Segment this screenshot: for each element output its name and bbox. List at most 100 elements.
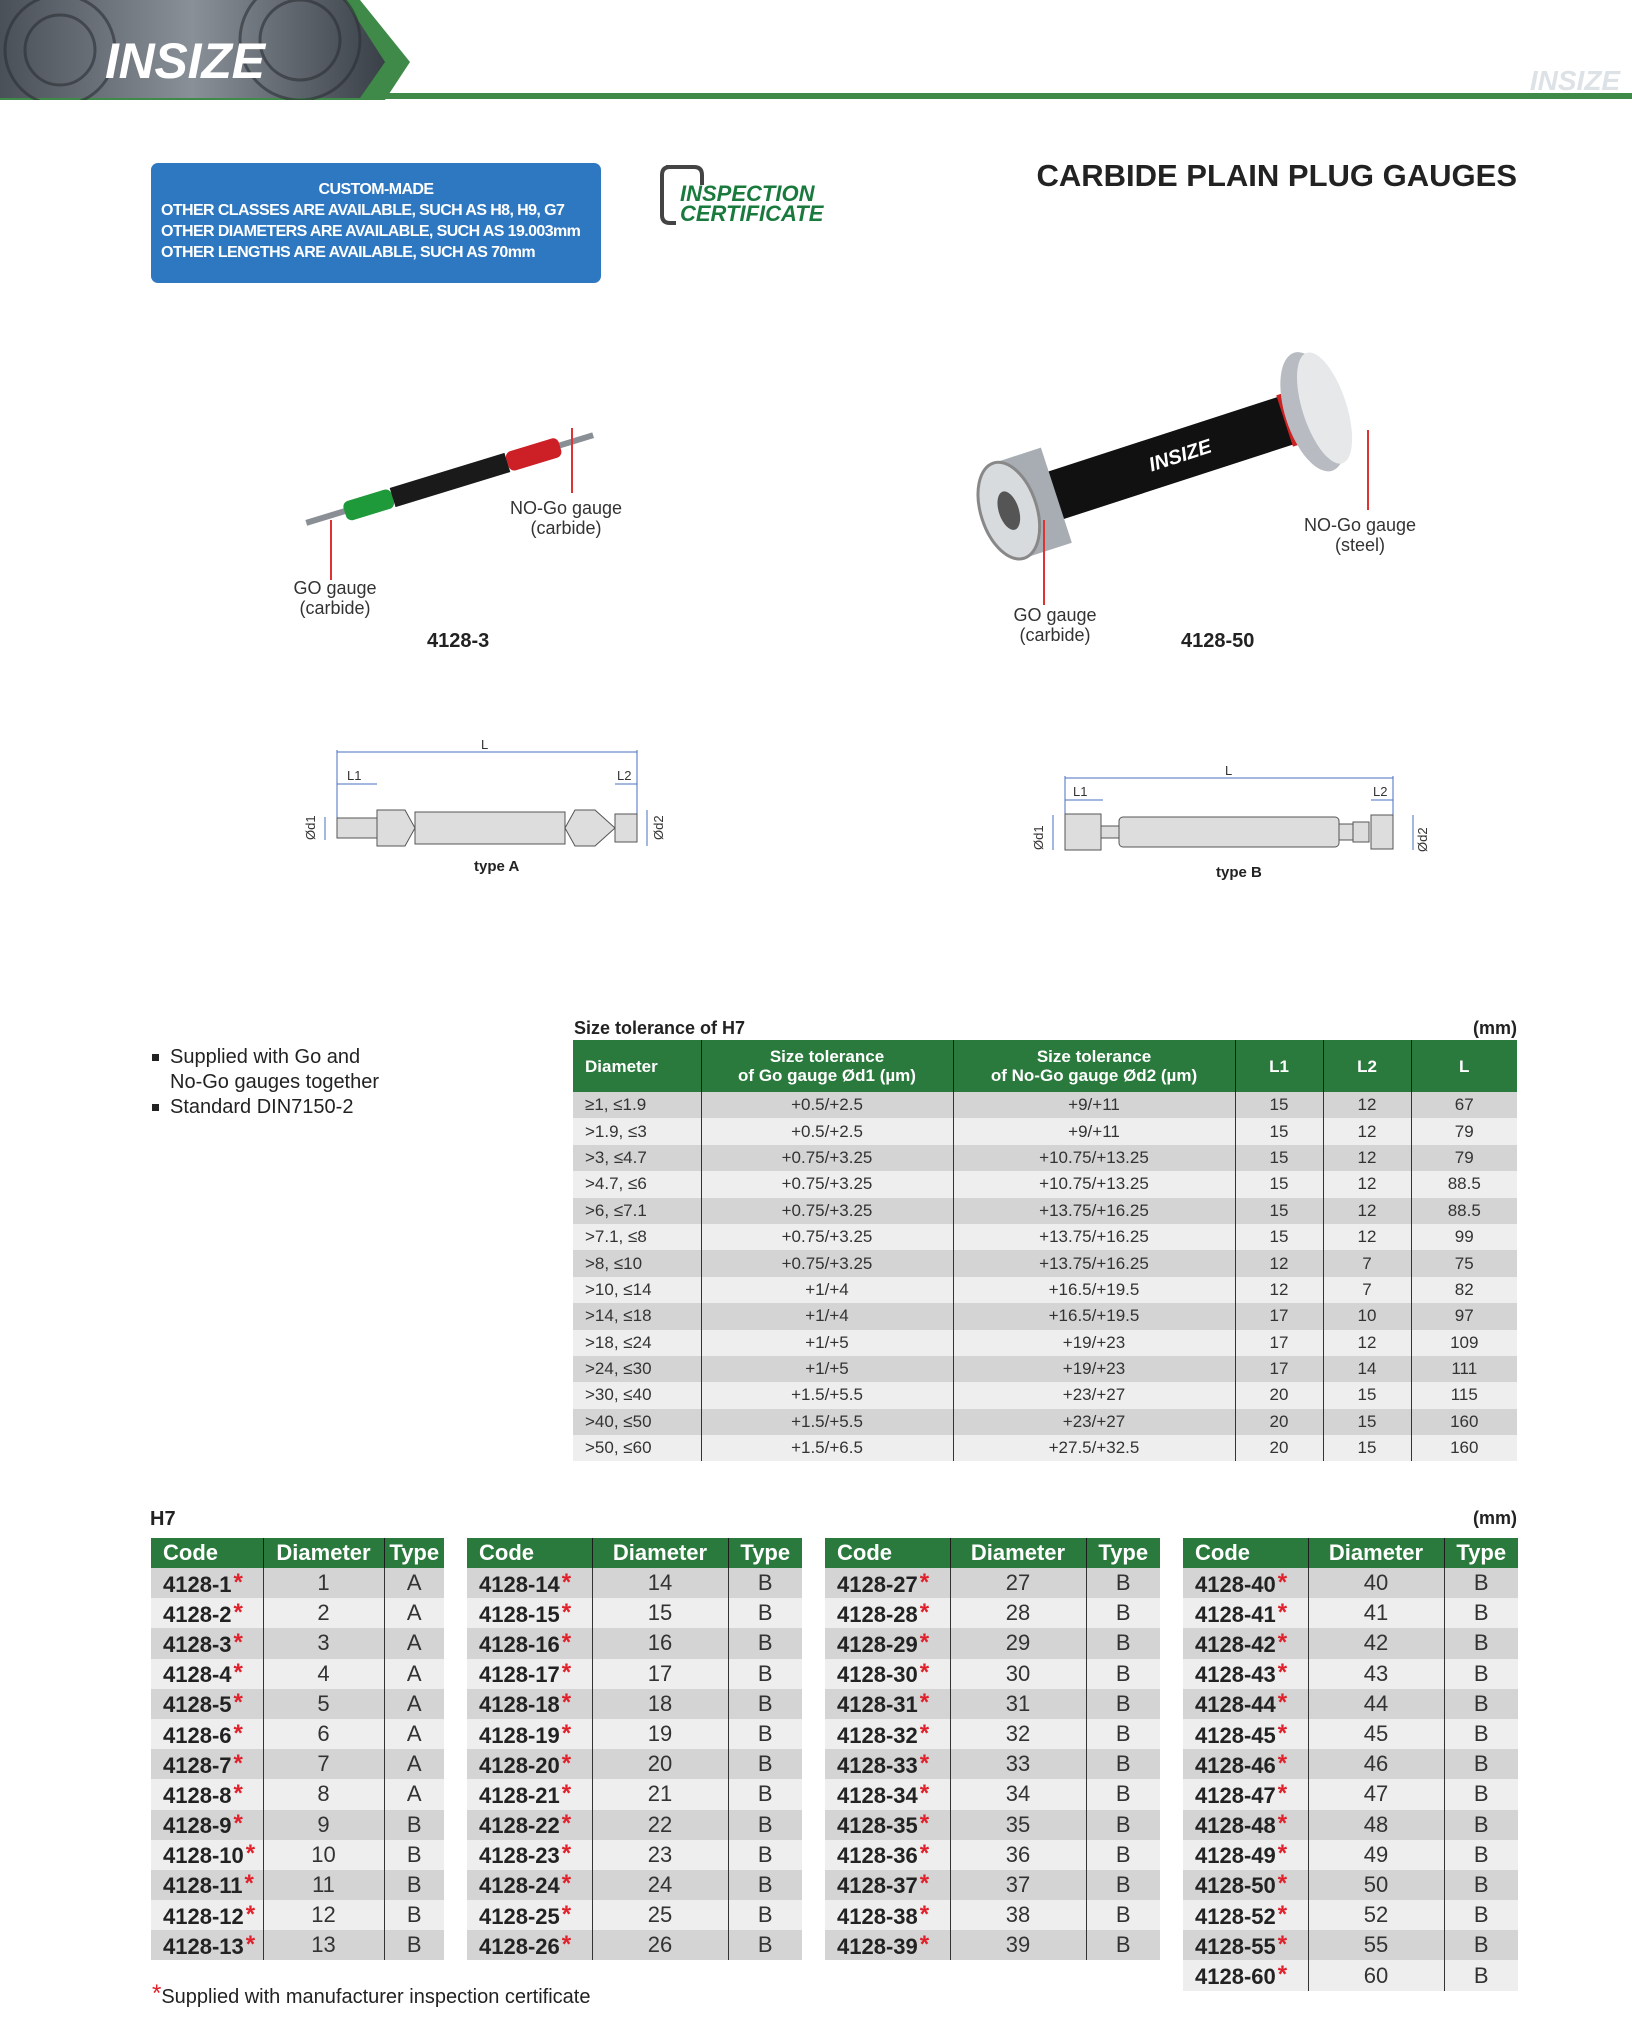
table-row: 4128-44* 44 B [1183,1688,1518,1719]
table-row: >30, ≤40 +1.5/+5.5 +23/+27 20 15 115 [573,1382,1517,1409]
table-cell: 82 [1410,1276,1517,1304]
certificate-star-icon: * [245,1930,256,1958]
column-header: Diameter [262,1538,384,1568]
table-row: 4128-30* 30 B [825,1658,1160,1689]
table-row: 4128-28* 28 B [825,1598,1160,1629]
table-row: >3, ≤4.7 +0.75/+3.25 +10.75/+13.25 15 12 79 [573,1144,1517,1172]
table-row: 4128-11* 11 B [151,1869,444,1901]
table-cell: B [1085,1779,1160,1810]
table-cell: 88.5 [1410,1171,1517,1198]
table-cell: 12 [1322,1092,1411,1119]
column-header: L1 [1234,1040,1323,1092]
table-row: 4128-46* 46 B [1183,1749,1518,1780]
table-row: >4.7, ≤6 +0.75/+3.25 +10.75/+13.25 15 12 88.5 [573,1171,1517,1198]
certificate-star-icon: * [233,1568,243,1596]
product-code: 4128-28* [825,1598,950,1629]
product-code: 4128-7* [151,1749,263,1780]
nogo-pointer-line [571,428,573,493]
table-row: 4128-15* 15 B [467,1598,802,1629]
certificate-star-icon: * [561,1840,572,1868]
table-row: 4128-52* 52 B [1183,1900,1518,1931]
table-cell: B [727,1688,802,1719]
table-cell: B [1085,1688,1160,1719]
certificate-star-icon: * [233,1810,243,1838]
table-cell: 37 [949,1869,1086,1901]
table-row: >1.9, ≤3 +0.5/+2.5 +9/+11 15 12 79 [573,1118,1517,1145]
table-cell: 42 [1307,1628,1444,1659]
table-cell: 46 [1307,1749,1444,1780]
table-cell: 15 [1322,1435,1411,1462]
table-row: 4128-25* 25 B [467,1900,802,1931]
certificate-star-icon: * [245,1840,256,1868]
certificate-star-icon: * [1277,1568,1288,1596]
table-cell: 16 [591,1628,728,1659]
certificate-star-icon: * [561,1749,572,1777]
table-cell: 36 [949,1839,1086,1870]
table-cell: 17 [1234,1303,1323,1330]
table-cell: +1/+5 [700,1355,953,1383]
table-cell: 160 [1410,1408,1517,1436]
certificate-star-icon: * [919,1659,930,1687]
table-cell: 39 [949,1930,1086,1961]
table-cell: 5 [262,1688,384,1719]
table-cell: 15 [1234,1223,1323,1251]
table-cell: >50, ≤60 [573,1435,701,1462]
product-code: 4128-25* [467,1900,592,1931]
table-cell: 60 [1307,1960,1444,1991]
product-code: 4128-45* [1183,1718,1308,1750]
certificate-star-icon: * [1277,1961,1288,1989]
table-cell: 12 [262,1900,384,1931]
table-cell: B [1443,1900,1518,1931]
table-cell: 15 [1234,1118,1323,1145]
table-row: 4128-22* 22 B [467,1809,802,1840]
tolerance-table: Diameter Size tolerance of Go gauge Ød1 (µ… [573,1040,1517,1462]
certificate-star-icon: * [561,1810,572,1838]
certificate-star-icon: * [919,1900,930,1928]
column-header: Code [151,1538,263,1568]
svg-text:L: L [1225,763,1232,778]
column-header: Type [383,1538,444,1568]
table-cell: B [727,1809,802,1840]
go-pointer-line [1043,520,1045,605]
table-cell: 79 [1410,1144,1517,1172]
table-cell: 45 [1307,1718,1444,1750]
column-header: Type [727,1538,802,1568]
column-header: Code [467,1538,592,1568]
table-cell: 15 [1234,1092,1323,1119]
product-code: 4128-22* [467,1809,592,1840]
table-cell: B [1443,1598,1518,1629]
table-cell: +1/+4 [700,1303,953,1330]
table-cell: A [383,1628,444,1659]
product-code: 4128-41* [1183,1598,1308,1629]
table-row: >40, ≤50 +1.5/+5.5 +23/+27 20 15 160 [573,1408,1517,1436]
table-row: 4128-45* 45 B [1183,1718,1518,1750]
table-cell: B [1443,1658,1518,1689]
table-cell: 12 [1322,1118,1411,1145]
table-cell: +23/+27 [952,1382,1235,1409]
table-cell: 2 [262,1598,384,1629]
table-row: 4128-10* 10 B [151,1839,444,1870]
table-cell: A [383,1688,444,1719]
table-cell: 8 [262,1779,384,1810]
table-row: 4128-1* 1 A [151,1568,444,1599]
table-row: >8, ≤10 +0.75/+3.25 +13.75/+16.25 12 7 75 [573,1250,1517,1277]
product-code: 4128-14* [467,1568,592,1599]
certificate-star-icon: * [919,1568,930,1596]
table-cell: B [727,1718,802,1750]
table-cell: 4 [262,1658,384,1689]
product-code: 4128-39* [825,1930,950,1961]
table-cell: 43 [1307,1658,1444,1689]
table-cell: A [383,1718,444,1750]
product-code: 4128-9* [151,1809,263,1840]
table-row: 4128-21* 21 B [467,1779,802,1810]
notice-line: OTHER DIAMETERS ARE AVAILABLE, SUCH AS 1… [161,223,581,240]
column-header: Diameter [573,1040,701,1092]
svg-text:L: L [481,740,488,752]
table-row: 4128-12* 12 B [151,1900,444,1931]
product-code: 4128-12* [151,1900,263,1931]
product-code: 4128-10* [151,1839,263,1870]
page-title: CARBIDE PLAIN PLUG GAUGES [1036,158,1517,193]
table-cell: 38 [949,1900,1086,1931]
table-cell: B [1085,1930,1160,1961]
code-table: Code Diameter Type 4128-1* 1 A 4128-2* 2 A 4128-3… [151,1538,444,1961]
